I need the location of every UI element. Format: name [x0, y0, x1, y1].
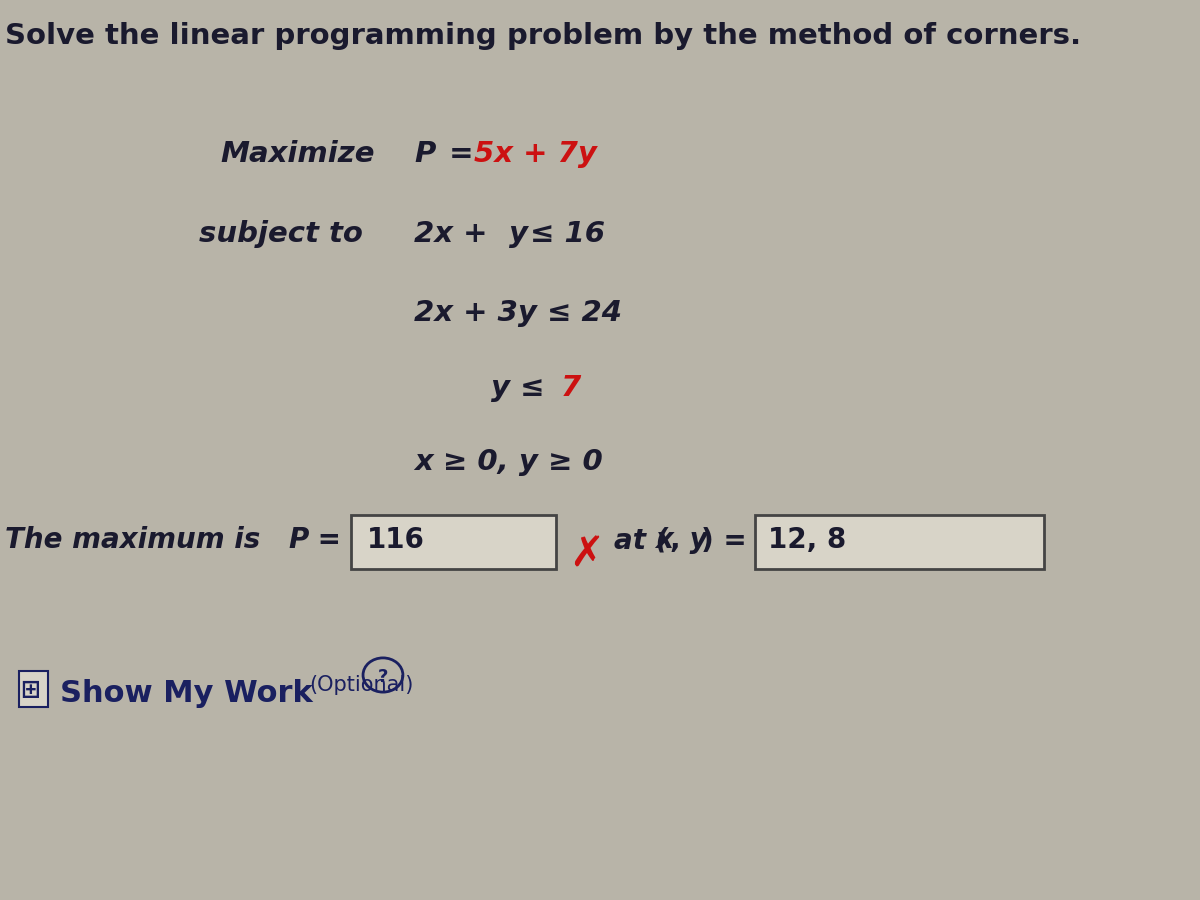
Text: 7: 7 [560, 374, 581, 401]
Text: 116: 116 [367, 526, 425, 554]
Text: 5x + 7y: 5x + 7y [474, 140, 598, 167]
Text: ≤ 16: ≤ 16 [530, 220, 605, 248]
Text: ) = (: ) = ( [701, 526, 769, 554]
Text: 2x +: 2x + [414, 220, 488, 248]
Text: at (: at ( [613, 526, 668, 554]
Text: x ≥ 0, y ≥ 0: x ≥ 0, y ≥ 0 [414, 448, 604, 476]
FancyBboxPatch shape [352, 515, 556, 569]
Text: The maximum is: The maximum is [5, 526, 270, 554]
Text: subject to: subject to [199, 220, 364, 248]
Text: ⊞: ⊞ [20, 678, 40, 702]
Text: y: y [680, 526, 708, 554]
Text: =: = [308, 526, 342, 554]
Text: 12, 8: 12, 8 [768, 526, 846, 554]
Text: =: = [438, 140, 484, 167]
FancyBboxPatch shape [756, 515, 1044, 569]
Text: P: P [414, 140, 436, 167]
Text: Show My Work: Show My Work [60, 680, 312, 708]
FancyBboxPatch shape [19, 670, 48, 706]
Text: (Optional): (Optional) [310, 675, 414, 695]
Text: y ≤: y ≤ [491, 374, 545, 401]
Text: P: P [288, 526, 308, 554]
Text: x: x [655, 526, 672, 554]
Text: 2x + 3y ≤ 24: 2x + 3y ≤ 24 [414, 299, 623, 327]
Text: ✗: ✗ [569, 534, 604, 576]
Text: ?: ? [378, 668, 388, 686]
Text: ,: , [670, 526, 680, 554]
Text: Solve the linear programming problem by the method of corners.: Solve the linear programming problem by … [5, 22, 1081, 50]
Text: Maximize: Maximize [221, 140, 374, 167]
Text: y: y [509, 220, 528, 248]
